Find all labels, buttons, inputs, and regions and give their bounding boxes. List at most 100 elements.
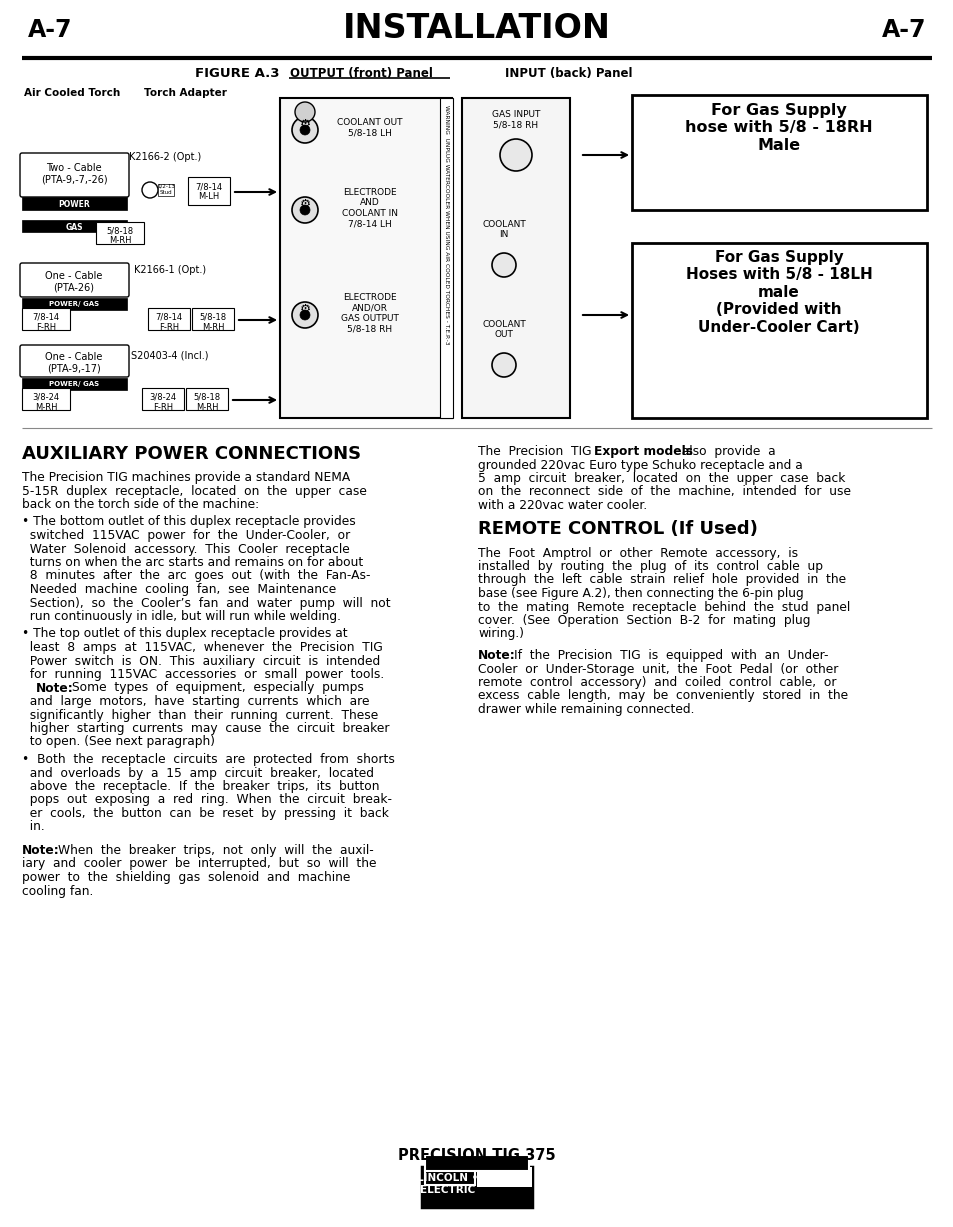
Text: installed  by  routing  the  plug  of  its  control  cable  up: installed by routing the plug of its con…: [477, 560, 822, 573]
Text: ELECTRODE
AND/OR
GAS OUTPUT
5/8-18 RH: ELECTRODE AND/OR GAS OUTPUT 5/8-18 RH: [341, 293, 398, 333]
Text: in.: in.: [22, 821, 45, 833]
Text: back on the torch side of the machine:: back on the torch side of the machine:: [22, 498, 259, 510]
Text: LINCOLN •: LINCOLN •: [416, 1173, 478, 1183]
Text: 3/8-24
F-RH: 3/8-24 F-RH: [150, 393, 176, 412]
Text: to  the  mating  Remote  receptacle  behind  the  stud  panel: to the mating Remote receptacle behind t…: [477, 600, 849, 614]
Circle shape: [292, 117, 317, 144]
Text: excess  cable  length,  may  be  conveniently  stored  in  the: excess cable length, may be conveniently…: [477, 690, 847, 703]
Text: AUXILIARY POWER CONNECTIONS: AUXILIARY POWER CONNECTIONS: [22, 445, 361, 463]
Text: cover.  (See  Operation  Section  B-2  for  mating  plug: cover. (See Operation Section B-2 for ma…: [477, 614, 810, 627]
Circle shape: [299, 205, 310, 215]
Text: A-7: A-7: [881, 18, 925, 42]
Bar: [631, 243, 926, 418]
Text: GAS: GAS: [65, 223, 83, 232]
Bar: [22, 378, 127, 390]
Text: A-7: A-7: [28, 18, 72, 42]
Text: and  large  motors,  have  starting  currents  which  are: and large motors, have starting currents…: [22, 694, 369, 708]
Bar: [22, 220, 127, 232]
Text: FIGURE A.3: FIGURE A.3: [194, 67, 279, 80]
Text: 7/8-14
F-RH: 7/8-14 F-RH: [155, 313, 182, 333]
Text: Export models: Export models: [594, 445, 692, 458]
Text: er  cools,  the  button  can  be  reset  by  pressing  it  back: er cools, the button can be reset by pre…: [22, 807, 389, 820]
Text: remote  control  accessory)  and  coiled  control  cable,  or: remote control accessory) and coiled con…: [477, 676, 836, 690]
Text: cooling fan.: cooling fan.: [22, 885, 93, 897]
Bar: [476, 1167, 532, 1187]
Text: with a 220vac water cooler.: with a 220vac water cooler.: [477, 499, 646, 512]
Text: and  overloads  by  a  15  amp  circuit  breaker,  located: and overloads by a 15 amp circuit breake…: [22, 767, 374, 779]
Text: above  the  receptacle.  If  the  breaker  trips,  its  button: above the receptacle. If the breaker tri…: [22, 780, 379, 793]
Circle shape: [492, 253, 516, 277]
Bar: [424, 1155, 529, 1171]
Bar: [439, 98, 453, 418]
Circle shape: [292, 302, 317, 328]
Text: 5-15R  duplex  receptacle,  located  on  the  upper  case: 5-15R duplex receptacle, located on the …: [22, 485, 367, 497]
Text: through  the  left  cable  strain  relief  hole  provided  in  the: through the left cable strain relief hol…: [477, 573, 845, 587]
Text: significantly  higher  than  their  running  current.  These: significantly higher than their running …: [22, 708, 377, 721]
Text: POWER/ GAS: POWER/ GAS: [49, 382, 99, 387]
Text: When  the  breaker  trips,  not  only  will  the  auxil-: When the breaker trips, not only will th…: [58, 844, 374, 856]
Text: turns on when the arc starts and remains on for about: turns on when the arc starts and remains…: [22, 556, 363, 569]
Bar: [631, 94, 926, 210]
Text: For Gas Supply
hose with 5/8 - 18RH
Male: For Gas Supply hose with 5/8 - 18RH Male: [684, 103, 872, 153]
Circle shape: [292, 198, 317, 223]
Text: ELECTRODE
AND
COOLANT IN
7/8-14 LH: ELECTRODE AND COOLANT IN 7/8-14 LH: [341, 188, 397, 228]
Bar: [158, 184, 173, 196]
Text: ELECTRIC: ELECTRIC: [420, 1185, 476, 1195]
Text: to open. (See next paragraph): to open. (See next paragraph): [22, 735, 214, 748]
Bar: [192, 308, 233, 330]
Text: • The top outlet of this duplex receptacle provides at: • The top outlet of this duplex receptac…: [22, 627, 347, 640]
Text: COOLANT OUT
5/8-18 LH: COOLANT OUT 5/8-18 LH: [337, 118, 402, 137]
Text: COOLANT
OUT: COOLANT OUT: [481, 320, 525, 340]
Text: 7/8-14
F-RH: 7/8-14 F-RH: [32, 313, 59, 333]
Text: POWER: POWER: [58, 200, 90, 209]
Bar: [280, 98, 452, 418]
Text: 7/8-14
M-LH: 7/8-14 M-LH: [195, 182, 222, 201]
Text: 5/8-18
M-RH: 5/8-18 M-RH: [193, 393, 220, 412]
Text: pops  out  exposing  a  red  ring.  When  the  circuit  break-: pops out exposing a red ring. When the c…: [22, 794, 392, 806]
Text: run continuously in idle, but will run while welding.: run continuously in idle, but will run w…: [22, 610, 340, 623]
Text: Needed  machine  cooling  fan,  see  Maintenance: Needed machine cooling fan, see Maintena…: [22, 583, 335, 596]
Text: GAS INPUT
5/8-18 RH: GAS INPUT 5/8-18 RH: [492, 110, 539, 129]
Text: 8  minutes  after  the  arc  goes  out  (with  the  Fan-As-: 8 minutes after the arc goes out (with t…: [22, 569, 370, 583]
Text: S20403-4 (Incl.): S20403-4 (Incl.): [132, 350, 209, 360]
Text: COOLANT
IN: COOLANT IN: [481, 220, 525, 239]
Bar: [22, 388, 70, 410]
Text: INSTALLATION: INSTALLATION: [343, 12, 610, 45]
Text: also  provide  a: also provide a: [673, 445, 775, 458]
FancyBboxPatch shape: [20, 153, 129, 198]
Text: base (see Figure A.2), then connecting the 6-pin plug: base (see Figure A.2), then connecting t…: [477, 587, 803, 600]
Text: If  the  Precision  TIG  is  equipped  with  an  Under-: If the Precision TIG is equipped with an…: [514, 649, 827, 663]
Text: ⚙: ⚙: [299, 118, 311, 131]
Text: 5/8-18
M-RH: 5/8-18 M-RH: [199, 313, 226, 333]
Text: wiring.): wiring.): [477, 627, 523, 640]
Bar: [22, 298, 127, 310]
Text: for  running  115VAC  accessories  or  small  power  tools.: for running 115VAC accessories or small …: [22, 667, 384, 681]
Text: OUTPUT (front) Panel: OUTPUT (front) Panel: [290, 67, 433, 80]
Text: • The bottom outlet of this duplex receptacle provides: • The bottom outlet of this duplex recep…: [22, 515, 355, 529]
Text: K2166-1 (Opt.): K2166-1 (Opt.): [133, 265, 206, 275]
Text: For Gas Supply
Hoses with 5/8 - 18LH
male
(Provided with
Under-Cooler Cart): For Gas Supply Hoses with 5/8 - 18LH mal…: [685, 250, 871, 335]
Bar: [142, 388, 184, 410]
Text: higher  starting  currents  may  cause  the  circuit  breaker: higher starting currents may cause the c…: [22, 721, 389, 735]
Text: The  Precision  TIG: The Precision TIG: [477, 445, 598, 458]
Text: on  the  reconnect  side  of  the  machine,  intended  for  use: on the reconnect side of the machine, in…: [477, 486, 850, 498]
Circle shape: [299, 310, 310, 320]
Text: Water  Solenoid  accessory.  This  Cooler  receptacle: Water Solenoid accessory. This Cooler re…: [22, 542, 350, 556]
Text: Section),  so  the  Cooler’s  fan  and  water  pump  will  not: Section), so the Cooler’s fan and water …: [22, 596, 390, 610]
Text: drawer while remaining connected.: drawer while remaining connected.: [477, 703, 694, 717]
Text: iary  and  cooler  power  be  interrupted,  but  so  will  the: iary and cooler power be interrupted, bu…: [22, 858, 376, 870]
Bar: [22, 198, 127, 210]
Bar: [461, 98, 569, 418]
Text: The Precision TIG machines provide a standard NEMA: The Precision TIG machines provide a sta…: [22, 471, 350, 483]
Text: Air Cooled Torch: Air Cooled Torch: [24, 88, 120, 98]
Text: Note:: Note:: [36, 681, 73, 694]
Text: •  Both  the  receptacle  circuits  are  protected  from  shorts: • Both the receptacle circuits are prote…: [22, 753, 395, 766]
Text: 5/8-18
M-RH: 5/8-18 M-RH: [107, 226, 133, 245]
Text: Torch Adapter: Torch Adapter: [143, 88, 226, 98]
Text: Two - Cable
(PTA-9,-7,-26): Two - Cable (PTA-9,-7,-26): [41, 163, 107, 184]
Bar: [188, 177, 230, 205]
FancyBboxPatch shape: [20, 263, 129, 297]
Bar: [421, 1167, 532, 1207]
Text: REMOTE CONTROL (If Used): REMOTE CONTROL (If Used): [477, 520, 757, 539]
Circle shape: [294, 102, 314, 121]
